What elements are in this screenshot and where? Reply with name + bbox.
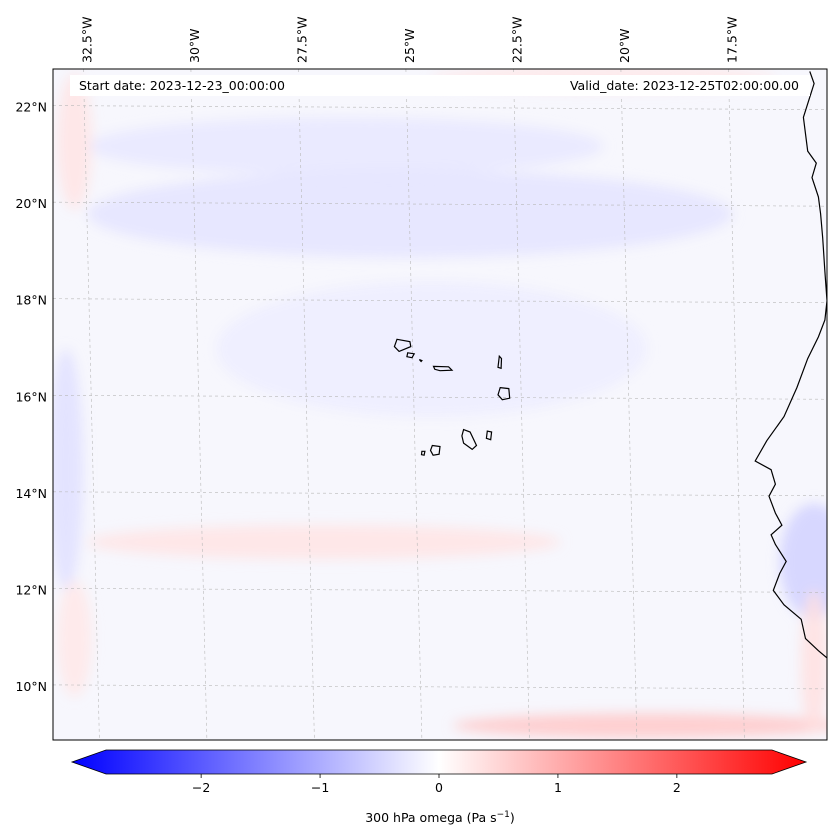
latitude-label: 18°N [15,293,47,308]
date-header-band [70,75,810,96]
longitude-label: 17.5°W [724,17,739,63]
island-sao-vicente [406,352,416,359]
longitude-label: 27.5°W [294,17,309,63]
colorbar: −2 −1 0 1 2 300 hPa omega (Pa s−1) [70,749,808,825]
meridian-line [190,69,208,740]
longitude-label: 25°W [402,28,417,63]
field-blue-center [216,281,647,417]
latitude-labels: 22°N 20°N 18°N 16°N 14°N 12°N 10°N [15,100,47,694]
latitude-label: 20°N [15,196,47,211]
island-sal [497,354,503,370]
island-maio [485,430,493,441]
meridian-line [298,69,315,740]
latitude-label: 16°N [15,389,47,404]
start-date-label: Start date: 2023-12-23_00:00:00 [79,78,285,93]
valid-date-label: Valid_date: 2023-12-25T02:00:00.00 [570,78,799,93]
field-red-band-south [452,713,827,738]
longitude-labels: 32.5°W 30°W 27.5°W 25°W 22.5°W 20°W 17.5°W [79,17,739,63]
longitude-label: 22.5°W [509,17,524,63]
field-blue-band-north [87,170,733,258]
field-red-band-13n [87,525,561,559]
field-blue-west-edge [53,349,84,591]
map-panel: Start date: 2023-12-23_00:00:00 Valid_da… [15,17,828,741]
island-brava [420,450,426,456]
colorbar-tick-label: 0 [435,780,443,795]
meridian-line [83,69,100,740]
colorbar-tick-label: 2 [673,780,681,795]
field-blue-southeast-coast [779,503,827,620]
colorbar-label: 300 hPa omega (Pa s−1) [365,810,515,825]
field-blue-band-upper [87,117,604,176]
field-red-west-south [57,580,92,697]
map-frame [52,68,828,741]
cape-verde-islands [393,338,511,456]
colorbar-tick-label: −2 [192,780,210,795]
island-santo-antao [393,338,412,353]
island-boa-vista [497,386,511,401]
colorbar-body [70,749,808,775]
meridian-line [405,69,423,740]
graticule [53,69,827,740]
latitude-label: 22°N [15,100,47,115]
island-santa-luzia [418,359,423,363]
meridian-line [513,69,530,740]
longitude-label: 30°W [187,28,202,63]
island-santiago [461,428,478,451]
omega-field [53,69,827,738]
longitude-label: 20°W [617,28,632,63]
field-red-east-edge [801,590,827,736]
longitude-label: 32.5°W [79,17,94,63]
field-red-west-upper [57,73,92,209]
colorbar-tick-label: 1 [554,780,562,795]
latitude-label: 10°N [15,679,47,694]
island-sao-nicolau [432,365,454,372]
coastline-path [754,71,827,659]
meridian-line [620,69,638,740]
meridian-line [728,69,745,740]
latitude-label: 12°N [15,582,47,597]
african-coastline [754,71,827,659]
colorbar-tick-label: −1 [311,780,329,795]
island-fogo [429,444,441,456]
colorbar-ticks: −2 −1 0 1 2 [192,774,681,795]
latitude-label: 14°N [15,486,47,501]
